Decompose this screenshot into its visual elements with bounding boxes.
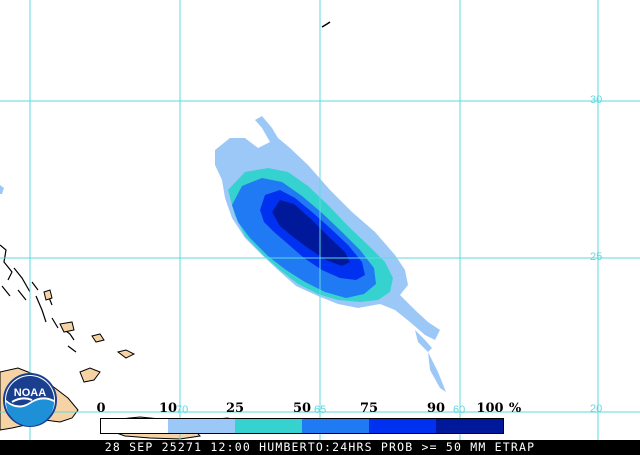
bahamas-island bbox=[59, 321, 75, 333]
legend-value-0: 0 bbox=[96, 401, 106, 416]
bahamas-small-island bbox=[91, 333, 105, 343]
noaa-logo-icon: NOAA bbox=[3, 373, 57, 427]
legend-value-50: 50 bbox=[292, 401, 312, 416]
bahamas-small-island bbox=[116, 349, 136, 359]
latitude-label-30: 30 bbox=[590, 94, 603, 106]
legend-color-bar bbox=[100, 418, 504, 434]
legend-value-75: 75 bbox=[359, 401, 379, 416]
longitude-label-70: 70 bbox=[176, 404, 189, 416]
legend-value-25: 25 bbox=[225, 401, 245, 416]
legend-value-100: 100 bbox=[476, 401, 504, 416]
legend-swatch-25-50 bbox=[235, 419, 302, 433]
legend-unit: % bbox=[508, 401, 522, 416]
latitude-label-25: 25 bbox=[590, 251, 603, 263]
grid-lines bbox=[0, 0, 640, 440]
legend-value-90: 90 bbox=[426, 401, 446, 416]
legend-swatch-10-25 bbox=[168, 419, 235, 433]
bahamas-outline bbox=[0, 244, 77, 353]
latitude-label-20: 20 bbox=[590, 403, 603, 415]
longitude-label-65: 65 bbox=[314, 404, 327, 416]
longitude-label-60: 60 bbox=[453, 404, 466, 416]
bahamas-island bbox=[43, 289, 53, 301]
legend-swatch-0-10 bbox=[101, 419, 168, 433]
probability-contours bbox=[215, 116, 446, 392]
logo-text: NOAA bbox=[14, 387, 46, 399]
bermuda-island bbox=[321, 21, 331, 28]
legend-value-10: 10 bbox=[158, 401, 178, 416]
turks-caicos-land bbox=[79, 367, 101, 383]
prob-contour-90 bbox=[272, 200, 350, 266]
cuba-edge bbox=[0, 185, 4, 194]
legend-swatch-75-90 bbox=[369, 419, 436, 433]
legend-swatch-50-75 bbox=[302, 419, 369, 433]
legend-swatch-90-100 bbox=[436, 419, 503, 433]
caption-bar: 28 SEP 25271 12:00 HUMBERTO:24HRS PROB >… bbox=[0, 440, 640, 455]
